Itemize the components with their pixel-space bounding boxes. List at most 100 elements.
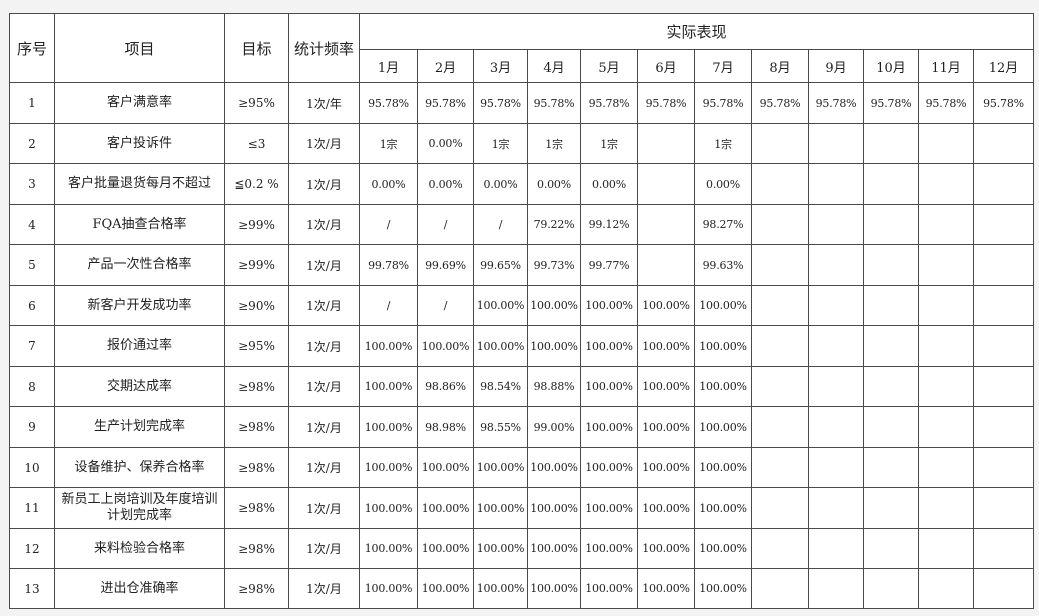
row-month-value: [808, 447, 864, 488]
table-row: 2 客户投诉件 ≤3 1次/月 1宗 0.00% 1宗 1宗 1宗 1宗: [9, 123, 1035, 164]
row-month-value: [751, 366, 809, 407]
table-row: 1 客户满意率 ≥95% 1次/年 95.78% 95.78% 95.78% 95.78% 95…: [9, 82, 1035, 124]
row-month-value: 100.00%: [417, 487, 474, 529]
row-month-value: [918, 568, 974, 609]
row-month-value: [918, 528, 974, 569]
row-month-value: 100.00%: [694, 325, 752, 367]
row-month-value: 100.00%: [473, 285, 528, 326]
row-month-value: [751, 487, 809, 529]
row-month-value: 95.78%: [473, 82, 528, 124]
header-target: 目标: [224, 13, 289, 83]
row-month-value: [863, 406, 919, 448]
row-seq: 10: [9, 447, 55, 488]
row-month-value: [808, 406, 864, 448]
row-month-value: 100.00%: [359, 447, 418, 488]
row-month-value: 100.00%: [637, 487, 695, 529]
row-month-value: 100.00%: [637, 568, 695, 609]
row-month-value: 100.00%: [473, 447, 528, 488]
row-month-value: [918, 487, 974, 529]
row-seq: 7: [9, 325, 55, 367]
row-month-value: [751, 204, 809, 245]
row-month-value: [918, 244, 974, 286]
row-month-value: [972, 204, 1035, 245]
row-frequency: 1次/月: [288, 244, 360, 286]
table-row: 10 设备维护、保养合格率 ≥98% 1次/月 100.00% 100.00% 100.00…: [9, 447, 1035, 488]
row-target: ≥95%: [224, 325, 289, 367]
row-item: 客户批量退货每月不超过: [54, 163, 225, 205]
row-frequency: 1次/月: [288, 528, 360, 569]
header-month: 7月: [694, 49, 752, 83]
row-month-value: 100.00%: [580, 487, 638, 529]
row-month-value: 98.54%: [473, 366, 528, 407]
row-month-value: 99.65%: [473, 244, 528, 286]
row-month-value: [918, 325, 974, 367]
table-row: 8 交期达成率 ≥98% 1次/月 100.00% 98.86% 98.54% 98.88% 1…: [9, 366, 1035, 407]
row-month-value: [972, 285, 1035, 326]
row-month-value: [808, 163, 864, 205]
row-month-value: [808, 366, 864, 407]
row-month-value: [863, 163, 919, 205]
header-month: 12月: [972, 49, 1035, 83]
row-month-value: [751, 406, 809, 448]
row-item: 交期达成率: [54, 366, 225, 407]
row-month-value: [808, 123, 864, 164]
row-target: ≥98%: [224, 528, 289, 569]
row-item: 新员工上岗培训及年度培训计划完成率: [54, 487, 225, 529]
row-month-value: [808, 285, 864, 326]
row-month-value: 95.78%: [580, 82, 638, 124]
kpi-table: 序号 项目 目标 统计频率 实际表现 1月 2月 3月 4月 5月 6月 7月 8月 9月 10月…: [9, 13, 1035, 609]
row-frequency: 1次/月: [288, 568, 360, 609]
row-month-value: 98.55%: [473, 406, 528, 448]
row-month-value: [863, 528, 919, 569]
row-month-value: 100.00%: [527, 528, 581, 569]
row-frequency: 1次/月: [288, 285, 360, 326]
row-frequency: 1次/月: [288, 163, 360, 205]
row-month-value: /: [359, 285, 418, 326]
row-month-value: [863, 244, 919, 286]
row-month-value: 0.00%: [417, 123, 474, 164]
row-month-value: [972, 366, 1035, 407]
row-month-value: [751, 568, 809, 609]
row-item: 来料检验合格率: [54, 528, 225, 569]
row-month-value: [863, 123, 919, 164]
header-month: 11月: [918, 49, 974, 83]
row-month-value: [972, 528, 1035, 569]
row-month-value: 99.69%: [417, 244, 474, 286]
row-month-value: [751, 163, 809, 205]
row-seq: 13: [9, 568, 55, 609]
row-frequency: 1次/月: [288, 204, 360, 245]
row-month-value: 100.00%: [580, 366, 638, 407]
row-month-value: 100.00%: [359, 487, 418, 529]
row-month-value: [918, 285, 974, 326]
header-row-months: 1月 2月 3月 4月 5月 6月 7月 8月 9月 10月 11月 12月: [10, 49, 1035, 83]
row-month-value: [918, 447, 974, 488]
table-row: 5 产品一次性合格率 ≥99% 1次/月 99.78% 99.69% 99.65% 99.73…: [9, 244, 1035, 286]
header-month: 2月: [417, 49, 474, 83]
row-month-value: 100.00%: [694, 447, 752, 488]
header-row-top: 序号 项目 目标 统计频率 实际表现: [9, 13, 1035, 83]
row-month-value: 0.00%: [359, 163, 418, 205]
row-month-value: /: [359, 204, 418, 245]
header-month: 9月: [808, 49, 864, 83]
row-month-value: 99.00%: [527, 406, 581, 448]
row-month-value: 100.00%: [473, 325, 528, 367]
row-month-value: [972, 163, 1035, 205]
row-month-value: [751, 447, 809, 488]
row-month-value: 100.00%: [694, 568, 752, 609]
table-row: 9 生产计划完成率 ≥98% 1次/月 100.00% 98.98% 98.55% 99.00…: [9, 406, 1035, 448]
row-month-value: 100.00%: [359, 406, 418, 448]
row-month-value: 100.00%: [580, 568, 638, 609]
row-month-value: 100.00%: [417, 325, 474, 367]
row-month-value: 98.88%: [527, 366, 581, 407]
row-month-value: 100.00%: [580, 285, 638, 326]
row-month-value: 100.00%: [637, 325, 695, 367]
row-month-value: [972, 406, 1035, 448]
row-month-value: 100.00%: [473, 568, 528, 609]
row-frequency: 1次/月: [288, 366, 360, 407]
row-target: ≥98%: [224, 366, 289, 407]
header-month: 4月: [527, 49, 581, 83]
row-seq: 2: [9, 123, 55, 164]
row-month-value: 0.00%: [473, 163, 528, 205]
row-item: 客户满意率: [54, 82, 225, 124]
row-month-value: 100.00%: [637, 366, 695, 407]
